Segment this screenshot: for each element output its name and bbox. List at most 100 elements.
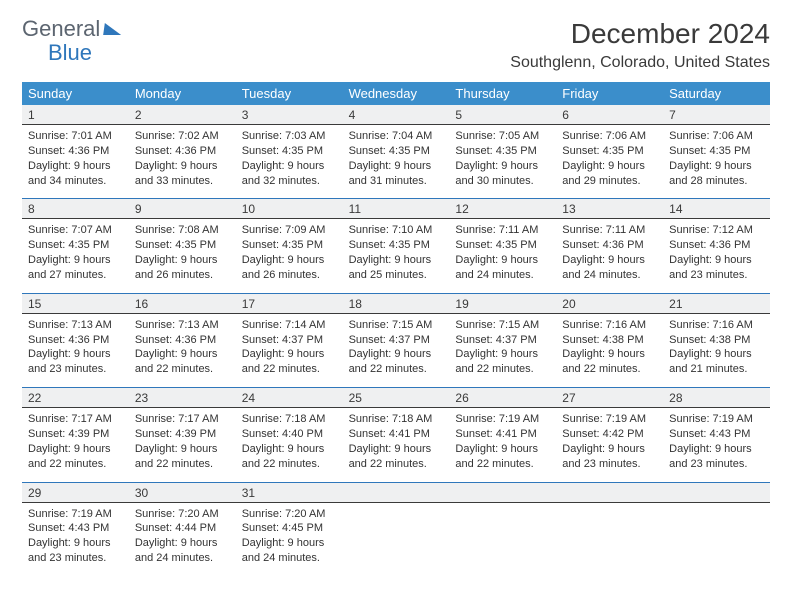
daylight-line: Daylight: 9 hours and 22 minutes. (242, 442, 337, 472)
day-number: 11 (343, 198, 450, 219)
daylight-line: Daylight: 9 hours and 27 minutes. (28, 253, 123, 283)
day-number: 21 (663, 293, 770, 314)
sunrise-line: Sunrise: 7:07 AM (28, 223, 123, 238)
sunrise-line: Sunrise: 7:18 AM (242, 412, 337, 427)
sunset-line: Sunset: 4:35 PM (242, 144, 337, 159)
day-number: 30 (129, 482, 236, 503)
day-cell: Sunrise: 7:04 AMSunset: 4:35 PMDaylight:… (343, 125, 450, 198)
daylight-line: Daylight: 9 hours and 23 minutes. (562, 442, 657, 472)
location-text: Southglenn, Colorado, United States (510, 54, 770, 72)
day-cell-empty (556, 503, 663, 576)
day-body-row: Sunrise: 7:19 AMSunset: 4:43 PMDaylight:… (22, 503, 770, 576)
sunrise-line: Sunrise: 7:19 AM (562, 412, 657, 427)
day-cell: Sunrise: 7:10 AMSunset: 4:35 PMDaylight:… (343, 219, 450, 292)
day-cell: Sunrise: 7:18 AMSunset: 4:40 PMDaylight:… (236, 408, 343, 481)
daylight-line: Daylight: 9 hours and 31 minutes. (349, 159, 444, 189)
sunset-line: Sunset: 4:35 PM (242, 238, 337, 253)
day-cell: Sunrise: 7:15 AMSunset: 4:37 PMDaylight:… (343, 314, 450, 387)
day-cell: Sunrise: 7:13 AMSunset: 4:36 PMDaylight:… (129, 314, 236, 387)
sunrise-line: Sunrise: 7:20 AM (135, 507, 230, 522)
sunset-line: Sunset: 4:35 PM (455, 238, 550, 253)
day-cell-empty (449, 503, 556, 576)
day-cell: Sunrise: 7:17 AMSunset: 4:39 PMDaylight:… (22, 408, 129, 481)
day-number: 16 (129, 293, 236, 314)
calendar-table: SundayMondayTuesdayWednesdayThursdayFrid… (22, 82, 770, 576)
logo: General (22, 18, 122, 40)
sunrise-line: Sunrise: 7:19 AM (455, 412, 550, 427)
sunrise-line: Sunrise: 7:05 AM (455, 129, 550, 144)
day-number: 1 (22, 105, 129, 125)
daylight-line: Daylight: 9 hours and 26 minutes. (242, 253, 337, 283)
logo-word2: Blue (48, 40, 92, 66)
day-cell: Sunrise: 7:19 AMSunset: 4:41 PMDaylight:… (449, 408, 556, 481)
sunset-line: Sunset: 4:37 PM (455, 333, 550, 348)
day-cell: Sunrise: 7:11 AMSunset: 4:36 PMDaylight:… (556, 219, 663, 292)
daylight-line: Daylight: 9 hours and 22 minutes. (349, 442, 444, 472)
daylight-line: Daylight: 9 hours and 24 minutes. (135, 536, 230, 566)
sunset-line: Sunset: 4:35 PM (669, 144, 764, 159)
day-number: 26 (449, 387, 556, 408)
sunrise-line: Sunrise: 7:06 AM (669, 129, 764, 144)
day-body-row: Sunrise: 7:01 AMSunset: 4:36 PMDaylight:… (22, 125, 770, 198)
sunrise-line: Sunrise: 7:19 AM (28, 507, 123, 522)
sunset-line: Sunset: 4:43 PM (669, 427, 764, 442)
daynum-row: 15161718192021 (22, 293, 770, 314)
daylight-line: Daylight: 9 hours and 33 minutes. (135, 159, 230, 189)
day-cell: Sunrise: 7:16 AMSunset: 4:38 PMDaylight:… (556, 314, 663, 387)
sunrise-line: Sunrise: 7:17 AM (135, 412, 230, 427)
sunset-line: Sunset: 4:45 PM (242, 521, 337, 536)
day-number: 31 (236, 482, 343, 503)
weekday-sunday: Sunday (22, 82, 129, 105)
day-body-row: Sunrise: 7:07 AMSunset: 4:35 PMDaylight:… (22, 219, 770, 292)
day-cell: Sunrise: 7:19 AMSunset: 4:42 PMDaylight:… (556, 408, 663, 481)
day-number (663, 482, 770, 503)
day-number (556, 482, 663, 503)
day-number: 14 (663, 198, 770, 219)
day-cell: Sunrise: 7:19 AMSunset: 4:43 PMDaylight:… (663, 408, 770, 481)
day-body-row: Sunrise: 7:13 AMSunset: 4:36 PMDaylight:… (22, 314, 770, 387)
day-cell: Sunrise: 7:18 AMSunset: 4:41 PMDaylight:… (343, 408, 450, 481)
day-number: 18 (343, 293, 450, 314)
sunrise-line: Sunrise: 7:11 AM (562, 223, 657, 238)
daylight-line: Daylight: 9 hours and 23 minutes. (28, 536, 123, 566)
day-number: 8 (22, 198, 129, 219)
sunrise-line: Sunrise: 7:06 AM (562, 129, 657, 144)
day-number: 10 (236, 198, 343, 219)
day-cell: Sunrise: 7:17 AMSunset: 4:39 PMDaylight:… (129, 408, 236, 481)
day-cell: Sunrise: 7:20 AMSunset: 4:44 PMDaylight:… (129, 503, 236, 576)
weekday-tuesday: Tuesday (236, 82, 343, 105)
day-cell: Sunrise: 7:20 AMSunset: 4:45 PMDaylight:… (236, 503, 343, 576)
weekday-friday: Friday (556, 82, 663, 105)
day-number: 22 (22, 387, 129, 408)
sunset-line: Sunset: 4:42 PM (562, 427, 657, 442)
daylight-line: Daylight: 9 hours and 24 minutes. (455, 253, 550, 283)
sunset-line: Sunset: 4:39 PM (28, 427, 123, 442)
sunset-line: Sunset: 4:36 PM (135, 144, 230, 159)
logo-mark-icon (103, 23, 123, 35)
sunset-line: Sunset: 4:36 PM (28, 144, 123, 159)
sunrise-line: Sunrise: 7:20 AM (242, 507, 337, 522)
day-number: 5 (449, 105, 556, 125)
day-cell: Sunrise: 7:03 AMSunset: 4:35 PMDaylight:… (236, 125, 343, 198)
sunset-line: Sunset: 4:38 PM (669, 333, 764, 348)
weekday-wednesday: Wednesday (343, 82, 450, 105)
day-cell: Sunrise: 7:06 AMSunset: 4:35 PMDaylight:… (556, 125, 663, 198)
sunset-line: Sunset: 4:36 PM (562, 238, 657, 253)
sunset-line: Sunset: 4:37 PM (349, 333, 444, 348)
sunrise-line: Sunrise: 7:16 AM (562, 318, 657, 333)
sunrise-line: Sunrise: 7:16 AM (669, 318, 764, 333)
day-cell: Sunrise: 7:13 AMSunset: 4:36 PMDaylight:… (22, 314, 129, 387)
daylight-line: Daylight: 9 hours and 22 minutes. (28, 442, 123, 472)
daylight-line: Daylight: 9 hours and 21 minutes. (669, 347, 764, 377)
daylight-line: Daylight: 9 hours and 22 minutes. (455, 347, 550, 377)
day-number: 28 (663, 387, 770, 408)
sunrise-line: Sunrise: 7:19 AM (669, 412, 764, 427)
day-number: 20 (556, 293, 663, 314)
sunset-line: Sunset: 4:43 PM (28, 521, 123, 536)
sunrise-line: Sunrise: 7:10 AM (349, 223, 444, 238)
sunrise-line: Sunrise: 7:15 AM (349, 318, 444, 333)
weekday-saturday: Saturday (663, 82, 770, 105)
day-cell: Sunrise: 7:16 AMSunset: 4:38 PMDaylight:… (663, 314, 770, 387)
daylight-line: Daylight: 9 hours and 22 minutes. (562, 347, 657, 377)
daylight-line: Daylight: 9 hours and 25 minutes. (349, 253, 444, 283)
